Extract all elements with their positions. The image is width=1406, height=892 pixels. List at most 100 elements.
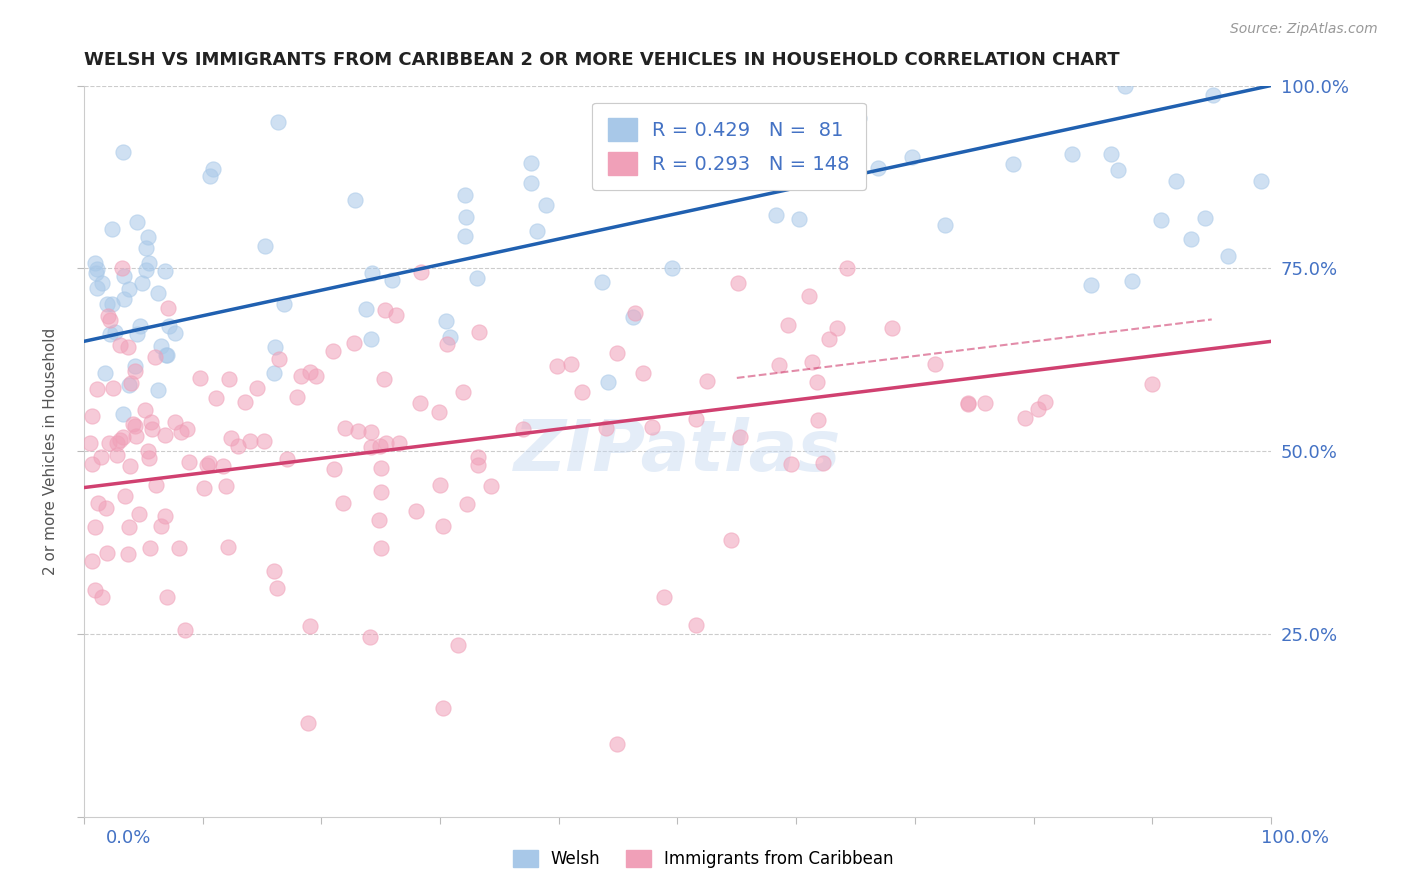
Point bbox=[124, 359, 146, 374]
Point bbox=[273, 297, 295, 311]
Point bbox=[344, 193, 367, 207]
Point bbox=[957, 397, 980, 411]
Point bbox=[778, 318, 800, 333]
Point bbox=[720, 533, 742, 548]
Point bbox=[105, 448, 128, 462]
Point bbox=[1194, 211, 1216, 225]
Point bbox=[98, 436, 121, 450]
Point bbox=[195, 458, 218, 472]
Point bbox=[779, 457, 801, 471]
Point bbox=[1250, 174, 1272, 188]
Point bbox=[129, 318, 152, 333]
Point bbox=[1121, 274, 1143, 288]
Point bbox=[385, 309, 408, 323]
Point bbox=[842, 160, 865, 174]
Point bbox=[652, 591, 675, 605]
Point bbox=[520, 156, 543, 170]
Point bbox=[468, 325, 491, 339]
Point bbox=[880, 321, 903, 335]
Legend: R = 0.429   N =  81, R = 0.293   N = 148: R = 0.429 N = 81, R = 0.293 N = 148 bbox=[592, 103, 866, 190]
Point bbox=[560, 357, 582, 371]
Point bbox=[571, 384, 593, 399]
Point bbox=[156, 591, 179, 605]
Point bbox=[150, 519, 173, 533]
Point bbox=[405, 504, 427, 518]
Point bbox=[246, 381, 269, 395]
Point bbox=[80, 409, 103, 423]
Point bbox=[252, 434, 274, 449]
Point bbox=[114, 489, 136, 503]
Text: 0.0%: 0.0% bbox=[105, 829, 150, 847]
Point bbox=[267, 351, 290, 366]
Point bbox=[79, 436, 101, 450]
Point bbox=[368, 512, 391, 526]
Point bbox=[110, 337, 132, 351]
Point bbox=[90, 276, 112, 290]
Point bbox=[112, 408, 135, 422]
Point bbox=[866, 161, 889, 175]
Point bbox=[360, 630, 382, 644]
Point bbox=[112, 292, 135, 306]
Point bbox=[374, 436, 396, 450]
Point bbox=[125, 214, 148, 228]
Point bbox=[360, 425, 382, 439]
Point bbox=[135, 263, 157, 277]
Point bbox=[146, 383, 169, 397]
Point bbox=[96, 545, 118, 559]
Point bbox=[145, 477, 167, 491]
Point bbox=[606, 737, 628, 751]
Point bbox=[267, 115, 290, 129]
Point bbox=[111, 145, 134, 160]
Point bbox=[322, 462, 344, 476]
Point bbox=[354, 301, 377, 316]
Point bbox=[1164, 174, 1187, 188]
Point bbox=[157, 319, 180, 334]
Point bbox=[200, 169, 222, 183]
Point bbox=[429, 478, 451, 492]
Point bbox=[235, 395, 257, 409]
Text: Source: ZipAtlas.com: Source: ZipAtlas.com bbox=[1230, 22, 1378, 37]
Point bbox=[98, 313, 121, 327]
Point bbox=[1107, 162, 1129, 177]
Point bbox=[86, 382, 108, 396]
Point bbox=[409, 396, 432, 410]
Point bbox=[728, 429, 751, 443]
Point bbox=[135, 241, 157, 255]
Point bbox=[86, 261, 108, 276]
Text: ZIPatlas: ZIPatlas bbox=[513, 417, 841, 485]
Point bbox=[827, 320, 849, 334]
Point bbox=[534, 198, 557, 212]
Point bbox=[900, 150, 922, 164]
Point bbox=[434, 314, 457, 328]
Point bbox=[1002, 157, 1025, 171]
Point bbox=[974, 396, 997, 410]
Point bbox=[141, 422, 163, 436]
Y-axis label: 2 or more Vehicles in Household: 2 or more Vehicles in Household bbox=[44, 327, 58, 574]
Point bbox=[456, 497, 478, 511]
Point bbox=[112, 430, 135, 444]
Point bbox=[263, 366, 285, 380]
Point bbox=[202, 161, 225, 176]
Point bbox=[170, 425, 193, 440]
Point bbox=[1216, 249, 1239, 263]
Point bbox=[143, 350, 166, 364]
Point bbox=[411, 265, 433, 279]
Point bbox=[188, 370, 211, 384]
Point bbox=[253, 239, 276, 253]
Point bbox=[436, 337, 458, 351]
Point bbox=[86, 281, 108, 295]
Point bbox=[787, 212, 810, 227]
Point bbox=[108, 434, 131, 448]
Point bbox=[447, 638, 470, 652]
Point bbox=[799, 288, 821, 302]
Point bbox=[848, 112, 870, 126]
Point bbox=[104, 326, 127, 340]
Point bbox=[83, 520, 105, 534]
Point bbox=[768, 359, 790, 373]
Point bbox=[370, 461, 392, 475]
Point bbox=[84, 267, 107, 281]
Point bbox=[696, 374, 718, 388]
Point bbox=[290, 368, 312, 383]
Point bbox=[117, 547, 139, 561]
Point bbox=[439, 330, 461, 344]
